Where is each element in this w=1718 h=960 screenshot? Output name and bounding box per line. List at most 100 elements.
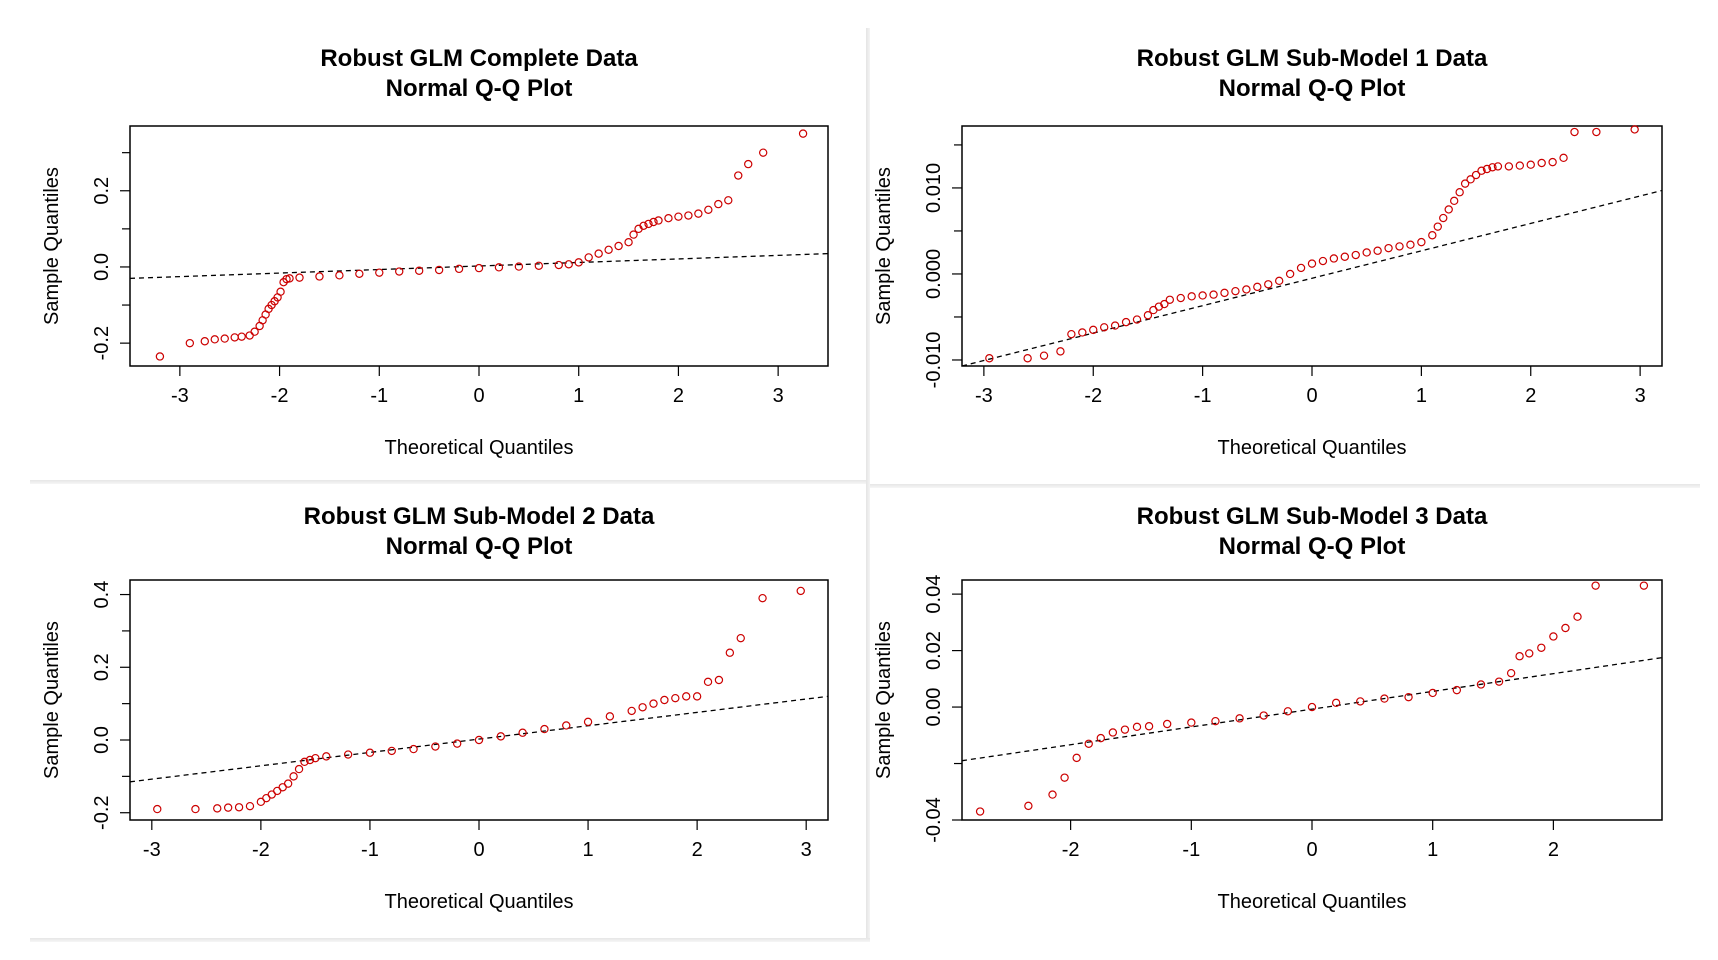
x-tick-label: -1: [1182, 839, 1200, 861]
data-point: [1211, 716, 1220, 726]
data-point: [694, 209, 703, 218]
x-tick-label: 2: [1525, 385, 1536, 407]
data-point: [355, 269, 364, 279]
x-tick-label: 0: [1306, 385, 1317, 407]
data-point: [724, 196, 733, 205]
data-point: [494, 263, 504, 272]
data-point: [1471, 170, 1481, 180]
data-point: [692, 692, 702, 701]
data-point: [155, 352, 165, 361]
chart-subtitle: Normal Q-Q Plot: [386, 75, 573, 102]
y-axis-label: Sample Quantiles: [41, 167, 63, 325]
data-point: [1209, 290, 1218, 299]
data-point: [285, 274, 294, 283]
y-tick-label: 0.02: [923, 631, 945, 670]
data-point: [798, 129, 808, 138]
data-point: [1048, 790, 1057, 799]
data-point: [1220, 288, 1229, 298]
data-point: [1023, 354, 1032, 363]
y-axis-label: Sample Quantiles: [873, 167, 895, 325]
x-tick-label: -2: [271, 385, 289, 407]
data-point: [343, 750, 353, 759]
y-tick-label: 0.010: [923, 163, 945, 213]
data-point: [682, 692, 691, 701]
data-point: [671, 693, 680, 703]
data-point: [1235, 714, 1244, 723]
y-tick-label: 0.0: [91, 253, 113, 281]
data-point: [1198, 291, 1207, 300]
panel-divider-horizontal-left: [30, 480, 866, 484]
y-tick-label: 0.0: [91, 726, 113, 754]
data-point: [975, 807, 985, 816]
data-point: [1253, 282, 1262, 292]
y-tick-label: 0.2: [91, 177, 113, 205]
data-point: [409, 744, 418, 754]
data-point: [1089, 325, 1098, 335]
x-tick-label: 3: [801, 839, 812, 861]
data-point: [1132, 722, 1142, 732]
x-tick-label: -3: [975, 385, 993, 407]
data-point: [1231, 286, 1240, 296]
x-tick-label: -2: [1084, 385, 1102, 407]
data-point: [583, 717, 593, 727]
data-point: [654, 216, 663, 225]
data-point: [1120, 725, 1130, 734]
data-point: [554, 260, 563, 270]
data-point: [223, 803, 233, 812]
data-point: [200, 337, 209, 346]
data-point: [627, 706, 636, 716]
data-point: [431, 742, 440, 751]
data-point: [474, 263, 484, 273]
data-point: [191, 804, 200, 814]
y-tick-label: 0.000: [923, 249, 945, 299]
data-point: [1160, 299, 1169, 309]
data-point: [1549, 632, 1558, 641]
data-point: [1110, 321, 1120, 330]
data-point: [283, 779, 293, 788]
data-point: [1452, 685, 1462, 695]
data-point: [289, 772, 298, 781]
data-point: [1242, 285, 1251, 294]
data-point: [1460, 179, 1470, 188]
data-point: [1373, 246, 1382, 255]
x-tick-label: -2: [252, 839, 270, 861]
data-point: [1537, 158, 1546, 168]
x-tick-label: -2: [1062, 839, 1080, 861]
x-axis-label: Theoretical Quantiles: [385, 437, 574, 459]
x-tick-label: -1: [370, 385, 388, 407]
data-point: [375, 268, 384, 277]
plot-frame: [961, 579, 1663, 821]
data-point: [1362, 248, 1371, 257]
x-tick-label: 0: [473, 839, 484, 861]
data-point: [704, 205, 713, 215]
y-axis-label: Sample Quantiles: [41, 621, 63, 779]
data-point: [1444, 205, 1453, 214]
x-tick-label: 1: [583, 839, 594, 861]
data-point: [649, 217, 658, 227]
data-point: [562, 721, 571, 730]
data-points: [975, 581, 1649, 816]
data-point: [250, 327, 259, 336]
data-point: [1144, 722, 1154, 731]
data-point: [684, 211, 693, 220]
data-point: [1526, 160, 1535, 169]
chart-title: Robust GLM Sub-Model 1 Data: [1137, 45, 1488, 72]
chart-subtitle: Normal Q-Q Plot: [1219, 533, 1406, 560]
data-point: [725, 648, 735, 657]
data-point: [1428, 231, 1437, 240]
data-point: [1449, 196, 1459, 206]
data-point: [1259, 711, 1268, 720]
data-point: [295, 273, 304, 282]
y-axis-label: Sample Quantiles: [873, 621, 895, 779]
data-point: [1056, 347, 1065, 356]
data-point: [395, 267, 404, 276]
data-point: [185, 338, 195, 348]
data-point: [1162, 719, 1172, 729]
data-point: [736, 633, 745, 643]
data-point: [574, 258, 583, 267]
qq-reference-line: [130, 252, 828, 280]
data-point: [234, 803, 244, 812]
x-tick-label: 1: [1427, 839, 1438, 861]
data-point: [796, 586, 805, 596]
data-point: [1476, 680, 1486, 689]
